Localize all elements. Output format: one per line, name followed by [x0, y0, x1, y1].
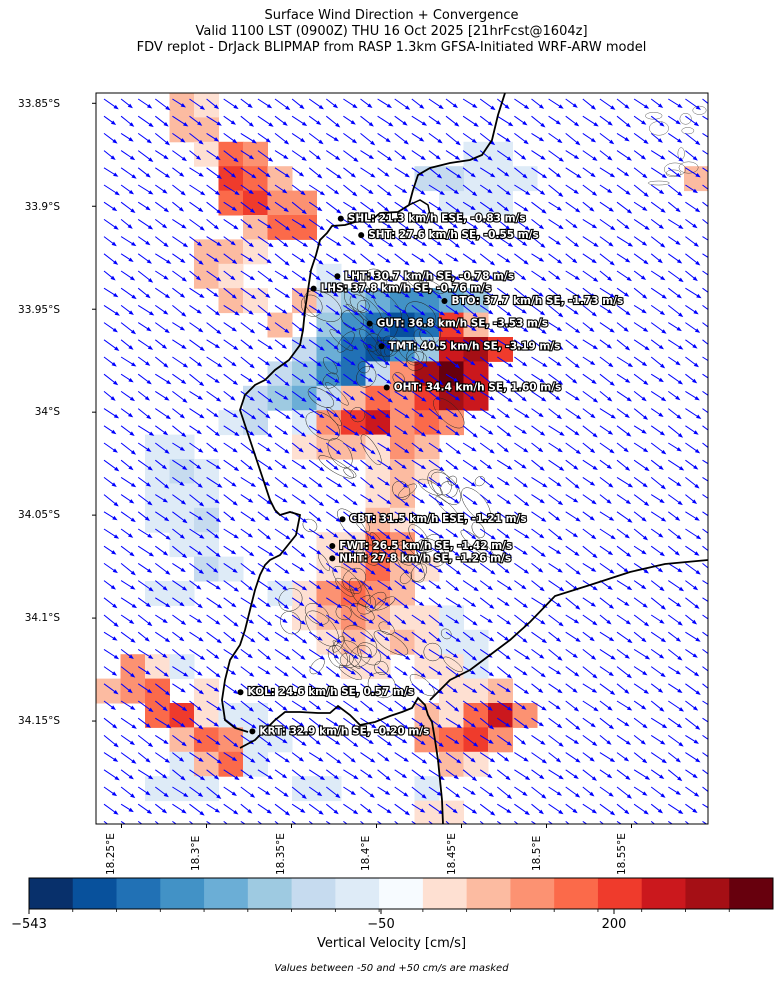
- admin-boundary: [412, 93, 708, 701]
- station-dot: [310, 285, 317, 292]
- longitude-ticks: [121, 824, 632, 828]
- lat-label: 33.85°S: [18, 98, 60, 110]
- lat-label: 33.9°S: [24, 201, 60, 213]
- latitude-ticks: [92, 102, 96, 722]
- station-dot: [334, 273, 341, 280]
- station-label: BTO: 37.7 km/h SE, -1.73 m/s: [452, 295, 624, 307]
- lon-label: 18.35°E: [275, 833, 287, 875]
- lon-label: 18.4°E: [360, 835, 372, 871]
- lat-label: 34.1°S: [24, 612, 60, 624]
- plot-frame: [95, 92, 709, 825]
- lon-label: 18.5°E: [531, 835, 543, 871]
- lon-label: 18.45°E: [446, 833, 458, 875]
- station-dot: [329, 543, 336, 550]
- station-label: GUT: 36.8 km/h SE, -3.53 m/s: [377, 318, 548, 330]
- wind-arrows: [103, 98, 708, 824]
- station-label: NHT: 27.8 km/h SE, -1.26 m/s: [339, 552, 511, 564]
- footnote: Values between -50 and +50 cm/s are mask…: [274, 963, 509, 974]
- lat-label: 33.95°S: [18, 304, 60, 316]
- colorbar-tick-label: −50: [367, 917, 395, 932]
- station-label: KOL: 24.6 km/h SE, 0.57 m/s: [248, 686, 415, 698]
- lon-label: 18.55°E: [616, 833, 628, 875]
- station-label: TMT: 40.5 km/h SE, -3.19 m/s: [389, 340, 561, 352]
- station-label: LHT: 30.7 km/h SE, -0.78 m/s: [344, 270, 514, 282]
- station-dot: [366, 320, 373, 327]
- chart-title-line3: FDV replot - DrJack BLIPMAP from RASP 1.…: [136, 40, 647, 55]
- station-dot: [249, 728, 256, 735]
- station-markers: SHL: 21.3 km/h ESE, -0.83 m/s SHT: 27.6 k…: [237, 212, 624, 738]
- station-dot: [237, 689, 244, 696]
- lat-label: 34°S: [34, 406, 60, 418]
- chart-title-line1: Surface Wind Direction + Convergence: [264, 8, 519, 23]
- lon-label: 18.3°E: [190, 835, 202, 871]
- colorbar-tick-label: 200: [601, 917, 627, 932]
- station-label: KRT: 32.9 km/h SE, -0.20 m/s: [259, 725, 429, 737]
- station-dot: [358, 232, 365, 239]
- lon-label: 18.25°E: [105, 833, 117, 875]
- colorbar-label: Vertical Velocity [cm/s]: [316, 936, 467, 951]
- lat-label: 34.05°S: [18, 509, 60, 521]
- station-dot: [339, 516, 346, 523]
- station-dot: [329, 555, 336, 562]
- station-dot: [383, 384, 390, 391]
- station-label: SHL: 21.3 km/h ESE, -0.83 m/s: [348, 213, 526, 225]
- station-label: LHS: 37.8 km/h SE, -0.76 m/s: [321, 283, 492, 295]
- station-label: FWT: 26.5 km/h SE, -1.42 m/s: [339, 540, 512, 552]
- station-label: CBT: 31.5 km/h ESE, -1.21 m/s: [350, 513, 527, 525]
- station-dot: [378, 343, 385, 350]
- station-dot: [441, 297, 448, 304]
- station-label: OHT: 34.4 km/h SE, 1.60 m/s: [394, 381, 562, 393]
- lat-label: 34.15°S: [18, 715, 60, 727]
- coastline: [221, 189, 444, 824]
- station-label: SHT: 27.6 km/h SE, -0.55 m/s: [368, 229, 539, 241]
- station-dot: [337, 215, 344, 222]
- chart-title-line2: Valid 1100 LST (0900Z) THU 16 Oct 2025 […: [195, 24, 588, 39]
- colorbar-tick-label: −543: [11, 917, 47, 932]
